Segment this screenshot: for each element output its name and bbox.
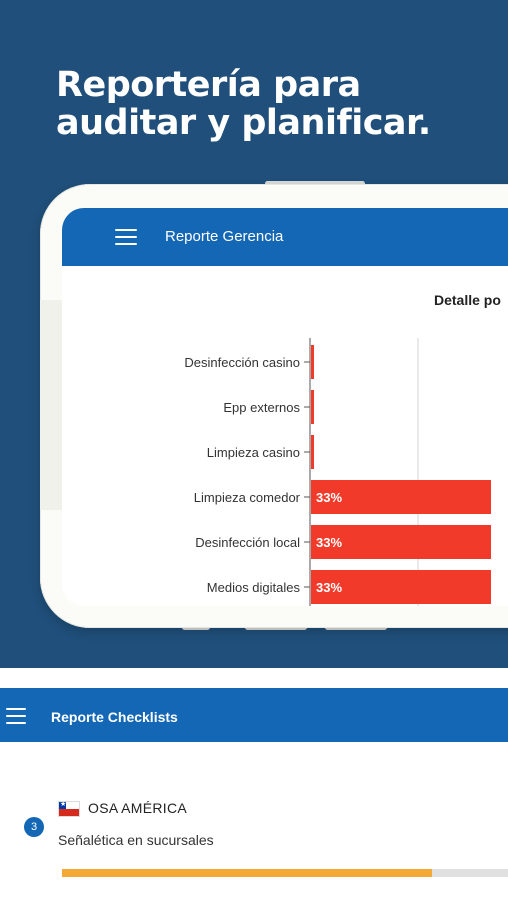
- phone-screen: Reporte Gerencia Detalle po Desinfección…: [62, 208, 508, 606]
- bar-value-label: 33%: [316, 490, 342, 505]
- section-separator: [0, 668, 508, 688]
- organization-name: OSA AMÉRICA: [88, 800, 187, 816]
- hamburger-menu-icon[interactable]: [6, 708, 26, 724]
- progress-bar: [62, 869, 508, 877]
- app-bar-title: Reporte Gerencia: [165, 228, 284, 245]
- count-badge: 3: [24, 817, 44, 837]
- chart-bar[interactable]: [311, 345, 314, 379]
- checklist-task[interactable]: Señalética en sucursales: [58, 832, 214, 848]
- checklist-content: ★ OSA AMÉRICA 3 Señalética en sucursales: [0, 742, 508, 900]
- category-label: Medios digitales: [207, 580, 301, 595]
- hamburger-menu-icon[interactable]: [115, 229, 137, 245]
- chart-bar[interactable]: [311, 480, 491, 514]
- app-bar: Reporte Gerencia: [62, 208, 508, 266]
- category-label: Epp externos: [223, 400, 300, 415]
- chart-bar[interactable]: [311, 525, 491, 559]
- bar-value-label: 33%: [316, 535, 342, 550]
- chart-heading: Detalle po: [434, 292, 501, 308]
- hero-title-line-1: Reportería para: [56, 65, 361, 105]
- progress-bar-fill: [62, 869, 433, 877]
- category-label: Limpieza casino: [207, 445, 300, 460]
- hero-title-line-2: auditar y planificar.: [56, 103, 431, 143]
- chile-flag-icon: ★: [58, 801, 80, 817]
- chart-bar[interactable]: [311, 435, 314, 469]
- bar-value-label: 33%: [316, 580, 342, 595]
- category-label: Limpieza comedor: [194, 490, 301, 505]
- category-label: Desinfección casino: [184, 355, 300, 370]
- bar-chart: Desinfección casino Epp externos Limpieza …: [184, 338, 491, 606]
- checklist-app-title: Reporte Checklists: [51, 709, 178, 725]
- phone-top-button: [265, 181, 365, 186]
- chart-bar[interactable]: [311, 570, 491, 604]
- chart-bar[interactable]: [311, 390, 314, 424]
- checklist-app-bar: Reporte Checklists: [0, 688, 508, 742]
- hero-section: Reportería para auditar y planificar. Re…: [0, 0, 508, 668]
- category-label: Desinfección local: [195, 535, 300, 550]
- hero-title: Reportería para auditar y planificar.: [56, 66, 496, 142]
